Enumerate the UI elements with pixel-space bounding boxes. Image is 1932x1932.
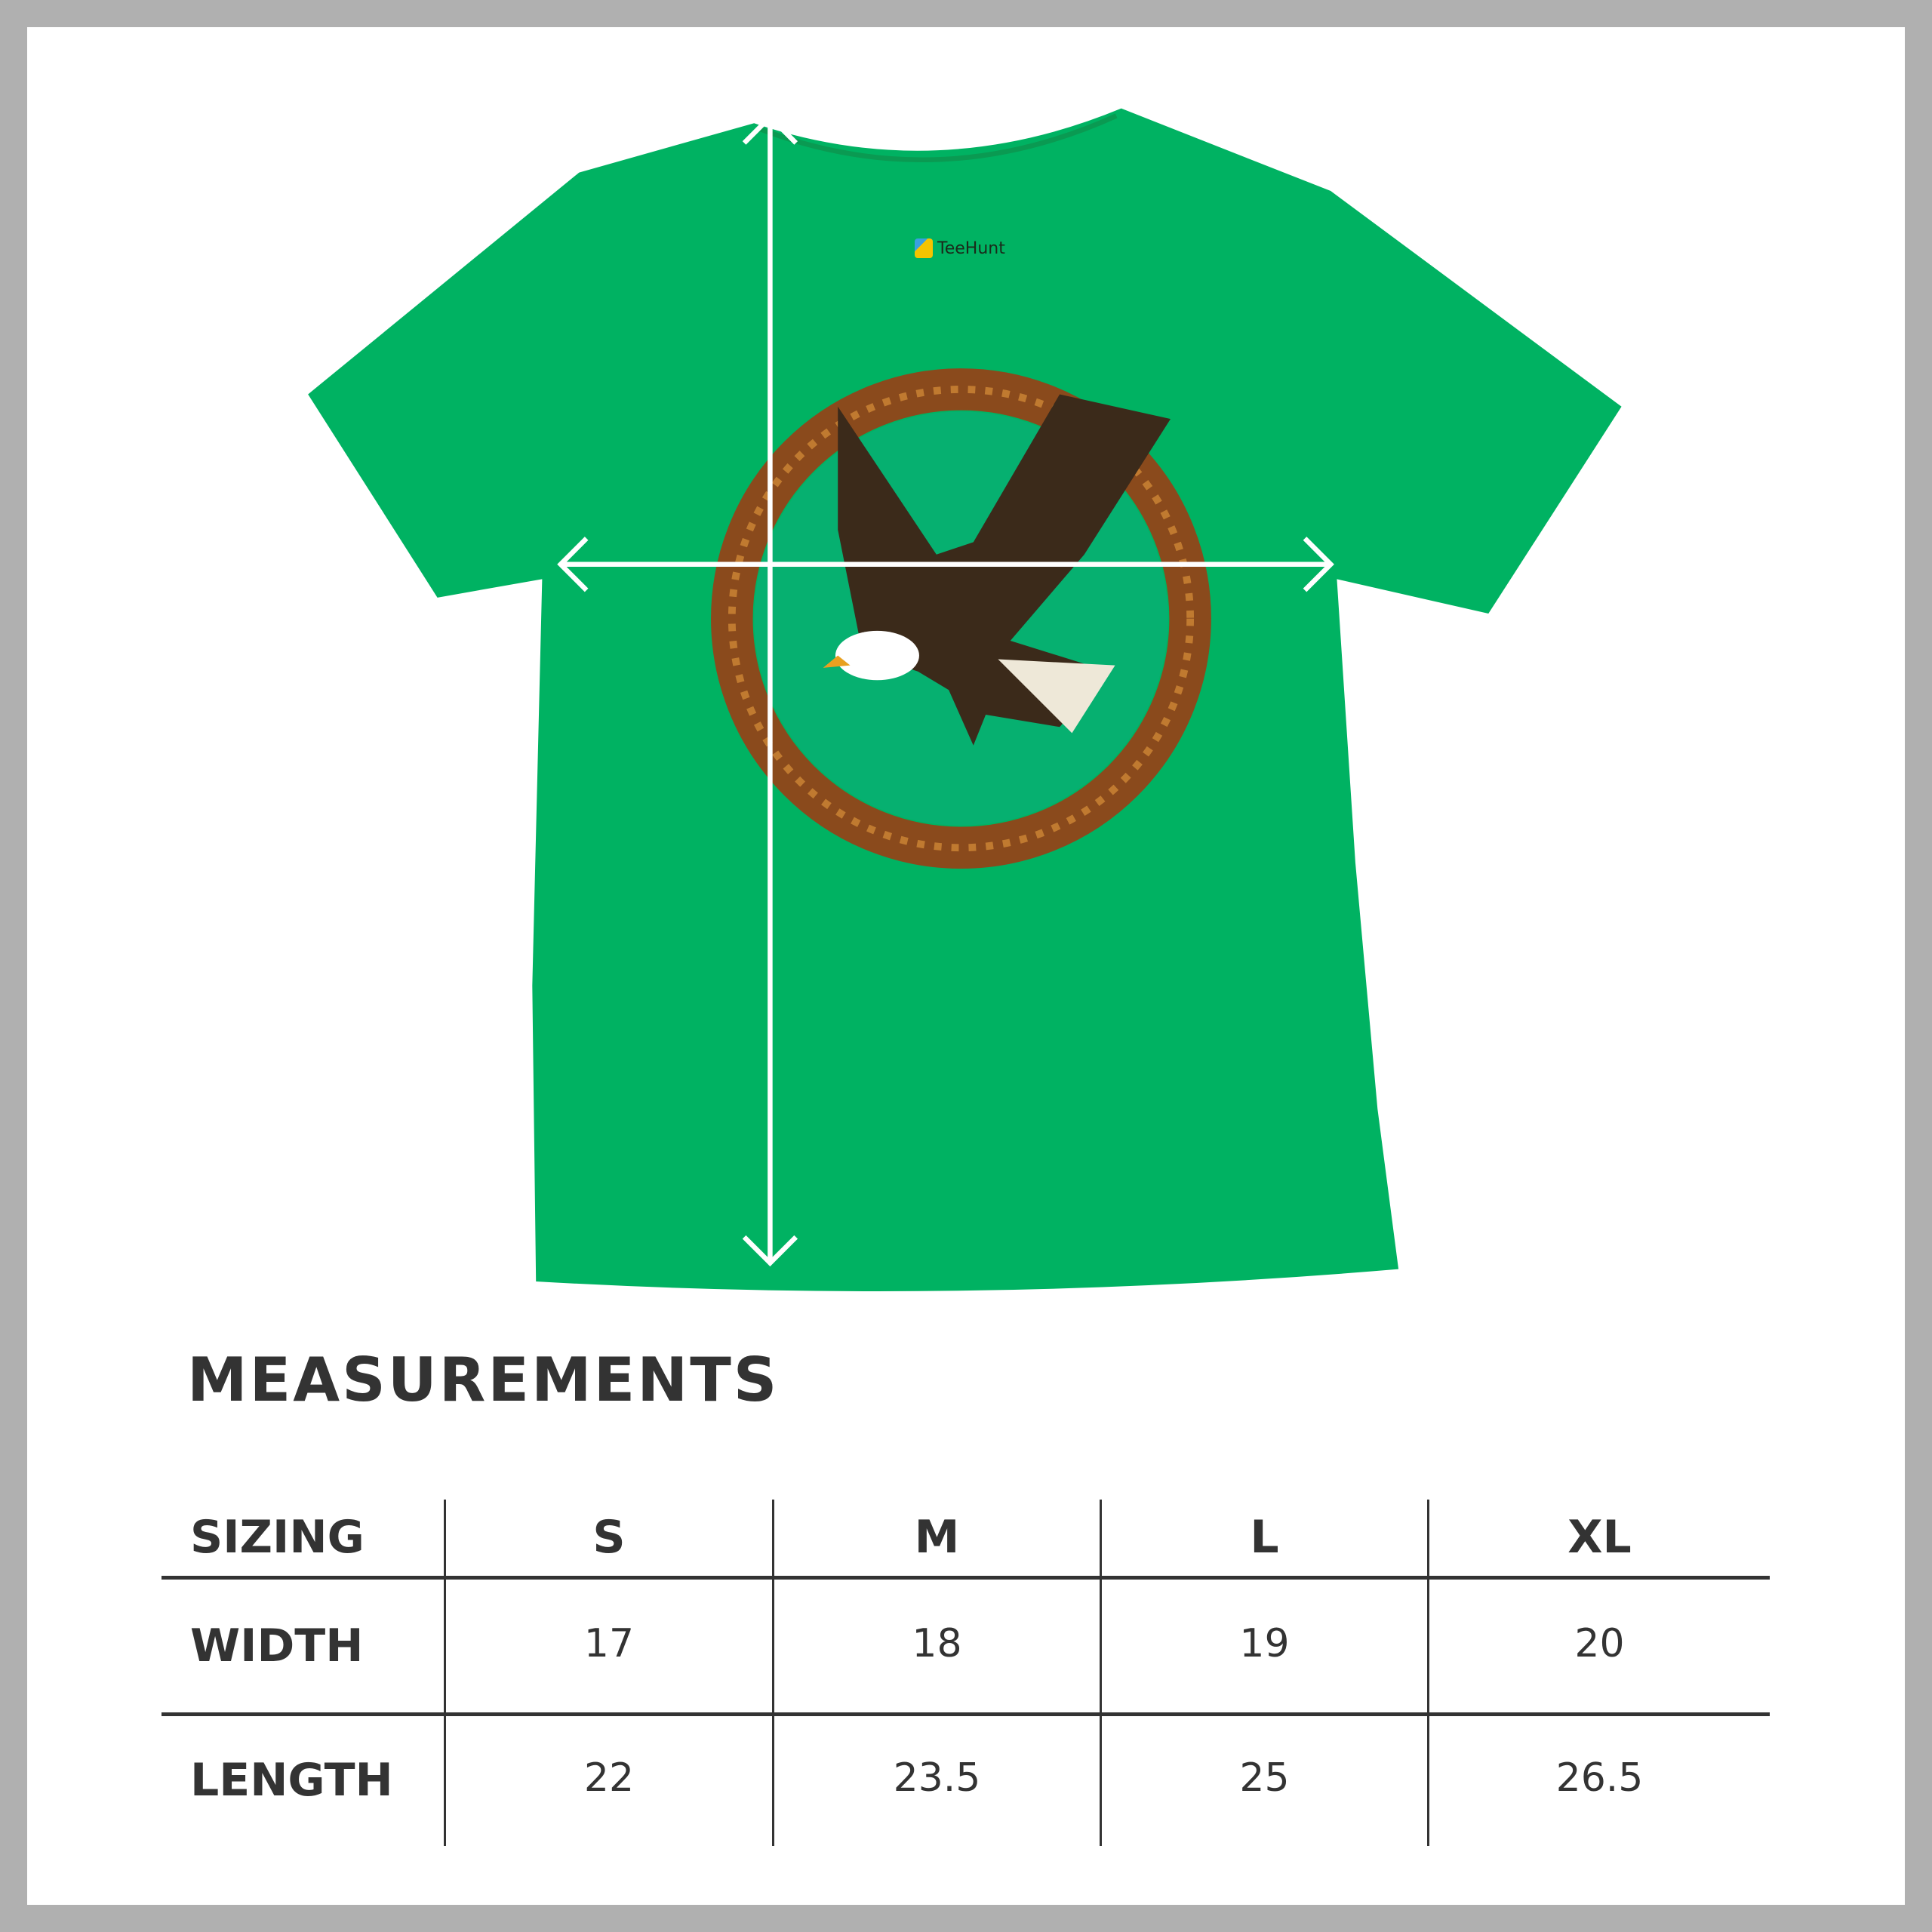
length-xl: 26.5: [1555, 1755, 1644, 1801]
divider: [772, 1500, 774, 1846]
eagle-celtic-design: [711, 368, 1211, 869]
width-xl: 20: [1574, 1621, 1625, 1666]
brand-tag: TeeHunt: [915, 238, 1005, 258]
width-m: 18: [912, 1621, 962, 1666]
length-s: 22: [583, 1755, 635, 1801]
divider: [162, 1576, 1770, 1580]
header-m: M: [914, 1511, 960, 1564]
length-m: 23.5: [893, 1755, 981, 1801]
row-label-width: WIDTH: [190, 1620, 364, 1672]
header-sizing: SIZING: [190, 1511, 365, 1564]
row-label-length: LENGTH: [190, 1754, 393, 1807]
collar-seam: [756, 113, 1118, 162]
divider: [444, 1500, 446, 1846]
header-s: S: [592, 1511, 626, 1564]
width-s: 17: [583, 1621, 635, 1666]
measurement-arrows: [557, 113, 1334, 1267]
divider: [162, 1712, 1770, 1716]
width-l: 19: [1239, 1621, 1290, 1666]
divider: [1100, 1500, 1102, 1846]
page-title: MEASUREMENTS: [187, 1345, 780, 1415]
header-xl: XL: [1567, 1511, 1632, 1564]
header-l: L: [1250, 1511, 1279, 1564]
teehunt-logo-icon: [915, 238, 933, 258]
divider: [1427, 1500, 1429, 1846]
brand-label: TeeHunt: [937, 238, 1005, 258]
length-l: 25: [1239, 1755, 1290, 1801]
